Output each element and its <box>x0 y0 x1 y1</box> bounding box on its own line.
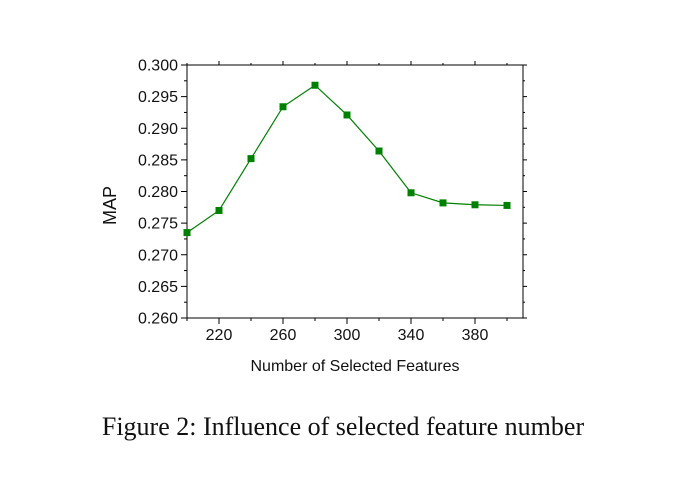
plot-frame <box>186 64 524 319</box>
x-axis: 220 260 300 340 380 <box>186 61 508 344</box>
data-point <box>279 103 287 111</box>
data-point <box>471 201 479 209</box>
y-axis: 0.260 0.265 0.270 0.275 0.280 0.285 0.290 0.295… <box>138 58 527 328</box>
y-tick-label: 0.265 <box>138 279 178 296</box>
data-point <box>439 199 447 207</box>
y-tick-label: 0.280 <box>138 184 178 201</box>
data-point <box>343 111 351 119</box>
y-tick-label: 0.270 <box>138 247 178 264</box>
series-line <box>186 84 508 234</box>
plot-area: 220 260 300 340 380 0.260 0.265 0.270 0.275 0.28… <box>138 58 527 344</box>
y-axis-title: MAP <box>100 186 120 225</box>
data-point <box>503 201 511 209</box>
y-tick-label: 0.300 <box>138 58 178 75</box>
data-point <box>407 189 415 197</box>
data-point <box>375 147 383 155</box>
data-point <box>247 155 255 163</box>
figure-caption: Figure 2: Influence of selected feature … <box>101 412 585 441</box>
y-tick-label: 0.290 <box>138 121 178 138</box>
x-tick-label: 340 <box>398 327 425 344</box>
data-point <box>215 206 223 214</box>
x-tick-label: 260 <box>270 327 297 344</box>
x-tick-label: 380 <box>462 327 489 344</box>
y-tick-label: 0.275 <box>138 216 178 233</box>
y-tick-label: 0.295 <box>138 89 178 106</box>
y-tick-label: 0.285 <box>138 152 178 169</box>
x-tick-label: 220 <box>206 327 233 344</box>
x-tick-label: 300 <box>334 327 361 344</box>
data-point <box>311 81 319 89</box>
data-point <box>183 229 191 237</box>
y-tick-label: 0.260 <box>138 311 178 328</box>
series-layer <box>183 81 511 237</box>
x-axis-title: Number of Selected Features <box>251 358 460 375</box>
